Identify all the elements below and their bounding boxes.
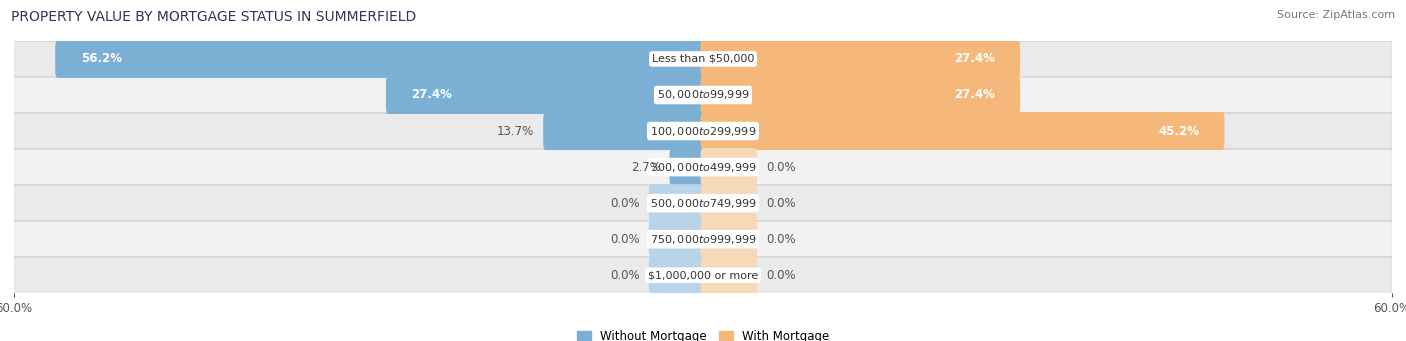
FancyBboxPatch shape [14, 148, 1392, 186]
FancyBboxPatch shape [700, 256, 758, 294]
Text: 2.7%: 2.7% [631, 161, 661, 174]
FancyBboxPatch shape [14, 112, 1392, 150]
FancyBboxPatch shape [14, 256, 1392, 294]
FancyBboxPatch shape [700, 148, 758, 186]
Text: PROPERTY VALUE BY MORTGAGE STATUS IN SUMMERFIELD: PROPERTY VALUE BY MORTGAGE STATUS IN SUM… [11, 10, 416, 24]
Text: 0.0%: 0.0% [610, 233, 640, 246]
Text: 45.2%: 45.2% [1159, 124, 1199, 137]
Legend: Without Mortgage, With Mortgage: Without Mortgage, With Mortgage [576, 330, 830, 341]
Text: 27.4%: 27.4% [953, 89, 994, 102]
FancyBboxPatch shape [14, 76, 1392, 114]
FancyBboxPatch shape [648, 184, 706, 222]
FancyBboxPatch shape [14, 184, 1392, 222]
Text: $1,000,000 or more: $1,000,000 or more [648, 270, 758, 280]
FancyBboxPatch shape [14, 220, 1392, 258]
Text: Source: ZipAtlas.com: Source: ZipAtlas.com [1277, 10, 1395, 20]
Text: 27.4%: 27.4% [412, 89, 453, 102]
Text: $750,000 to $999,999: $750,000 to $999,999 [650, 233, 756, 246]
FancyBboxPatch shape [669, 148, 706, 186]
Text: 13.7%: 13.7% [496, 124, 534, 137]
Text: $500,000 to $749,999: $500,000 to $749,999 [650, 197, 756, 210]
Text: 0.0%: 0.0% [766, 269, 796, 282]
Text: Less than $50,000: Less than $50,000 [652, 54, 754, 64]
Text: $300,000 to $499,999: $300,000 to $499,999 [650, 161, 756, 174]
Text: 0.0%: 0.0% [610, 197, 640, 210]
FancyBboxPatch shape [648, 220, 706, 258]
FancyBboxPatch shape [700, 220, 758, 258]
FancyBboxPatch shape [385, 76, 706, 114]
FancyBboxPatch shape [648, 256, 706, 294]
FancyBboxPatch shape [700, 76, 1021, 114]
Text: 0.0%: 0.0% [766, 161, 796, 174]
FancyBboxPatch shape [700, 40, 1021, 78]
Text: 0.0%: 0.0% [766, 233, 796, 246]
Text: 0.0%: 0.0% [610, 269, 640, 282]
FancyBboxPatch shape [700, 112, 1225, 150]
Text: $100,000 to $299,999: $100,000 to $299,999 [650, 124, 756, 137]
FancyBboxPatch shape [14, 40, 1392, 78]
FancyBboxPatch shape [55, 40, 706, 78]
FancyBboxPatch shape [543, 112, 706, 150]
FancyBboxPatch shape [700, 184, 758, 222]
Text: 0.0%: 0.0% [766, 197, 796, 210]
Text: $50,000 to $99,999: $50,000 to $99,999 [657, 89, 749, 102]
Text: 27.4%: 27.4% [953, 53, 994, 65]
Text: 56.2%: 56.2% [80, 53, 122, 65]
